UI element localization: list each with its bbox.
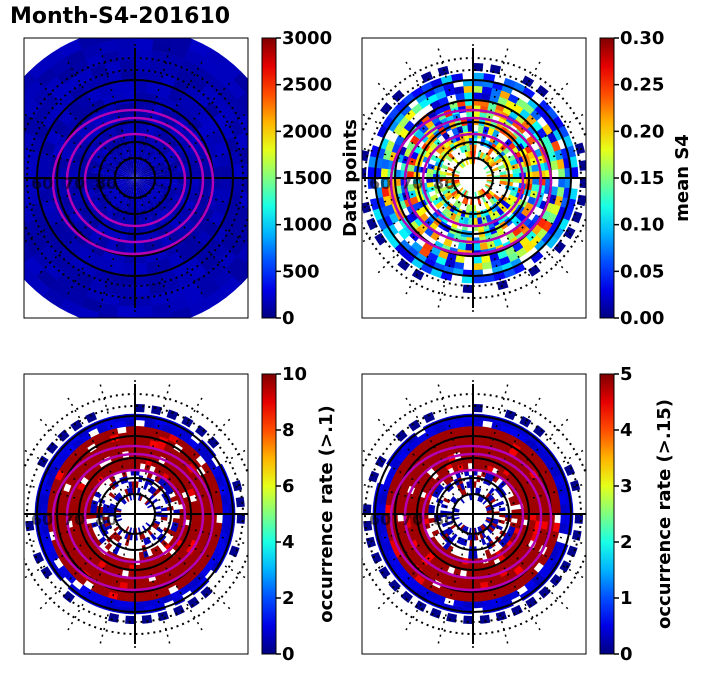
latitude-label: 70 [401, 174, 423, 193]
axes-frame [361, 37, 587, 319]
colorbar-tick-label: 2000 [282, 121, 332, 142]
colorbar-tick-label: 4 [282, 532, 295, 553]
colorbar-label: mean S4 [672, 134, 693, 222]
panel-top-left: 60 70 80 0 500 1000 1500 2000 2500 3000 Data point… [23, 28, 361, 329]
colorbar-tick-label: 0.05 [620, 261, 664, 282]
colorbar-tick-label: 2 [282, 588, 295, 609]
colorbar-tick-label: 0.00 [620, 308, 664, 329]
colorbar-label: occurrence rate (>.1) [316, 405, 337, 622]
panel-top-right: 60 70 80 0.00 0.05 0.10 0.15 0.20 0.25 0.30 mean S… [361, 28, 693, 329]
colorbar-tick-label: 4 [620, 420, 633, 441]
axes-frame [23, 37, 249, 319]
colorbar-tick-label: 2 [620, 532, 633, 553]
panel-bottom-right: 60 70 80 0 1 2 3 4 5 occurrence rate (>.15) [361, 364, 675, 665]
latitude-label: 70 [63, 174, 85, 193]
colorbar-tick-label: 0 [620, 644, 633, 665]
colorbar-tick-label: 3 [620, 476, 633, 497]
colorbar-tick-label: 8 [282, 420, 295, 441]
colorbar-tick-label: 0.10 [620, 215, 664, 236]
colorbar-tick-label: 2500 [282, 75, 332, 96]
heatmap-field: 60 70 80 [24, 379, 248, 649]
latitude-label: 80 [433, 174, 455, 193]
colorbar-tick-label: 1 [620, 588, 633, 609]
colorbar-tick-label: 0 [282, 308, 295, 329]
axes-frame [23, 373, 249, 655]
panel-bottom-left: 60 70 80 0 2 4 6 8 10 occurrence rate (>.1) [23, 364, 337, 665]
magnetic-contours [389, 444, 553, 592]
colorbar-tick-label: 0.15 [620, 168, 664, 189]
magnetic-contours [51, 108, 215, 256]
axes-frame [361, 373, 587, 655]
colorbar-tick-label: 6 [282, 476, 295, 497]
latitude-label: 80 [95, 510, 117, 529]
colorbar-label: Data points [340, 119, 361, 237]
latitude-label: 60 [369, 510, 391, 529]
colorbar-tick-label: 0.25 [620, 75, 664, 96]
latitude-label: 70 [401, 510, 423, 529]
colorbar-tick-label: 5 [620, 364, 633, 385]
magnetic-contours [51, 444, 215, 592]
heatmap-field: 60 70 80 [24, 38, 248, 318]
latitude-label: 60 [369, 174, 391, 193]
colorbar-tick-label: 1000 [282, 215, 332, 236]
colorbar-tick-label: 0.20 [620, 121, 664, 142]
colorbar-tick-label: 0 [282, 644, 295, 665]
colorbar-tick-label: 500 [282, 261, 320, 282]
heatmap-field: 60 70 80 [362, 379, 586, 649]
colorbar-tick-label: 0.30 [620, 28, 664, 49]
latitude-label: 70 [63, 510, 85, 529]
colorbar-label: occurrence rate (>.15) [654, 399, 675, 629]
colorbar: 0 2 4 6 8 10 occurrence rate (>.1) [261, 364, 337, 665]
colorbar: 0 1 2 3 4 5 occurrence rate (>.15) [599, 364, 675, 665]
colorbar-tick-label: 1500 [282, 168, 332, 189]
heatmap-field: 60 70 80 [362, 43, 586, 313]
colorbar-tick-label: 10 [282, 364, 307, 385]
colorbar-tick-label: 3000 [282, 28, 332, 49]
latitude-label: 80 [433, 510, 455, 529]
figure-title: Month-S4-201610 [10, 4, 231, 29]
latitude-label: 60 [31, 174, 53, 193]
latitude-label: 60 [31, 510, 53, 529]
colorbar: 0.00 0.05 0.10 0.15 0.20 0.25 0.30 mean S4 [599, 28, 693, 329]
colorbar: 0 500 1000 1500 2000 2500 3000 Data points [261, 28, 361, 329]
latitude-label: 80 [95, 174, 117, 193]
magnetic-contours [389, 108, 553, 256]
